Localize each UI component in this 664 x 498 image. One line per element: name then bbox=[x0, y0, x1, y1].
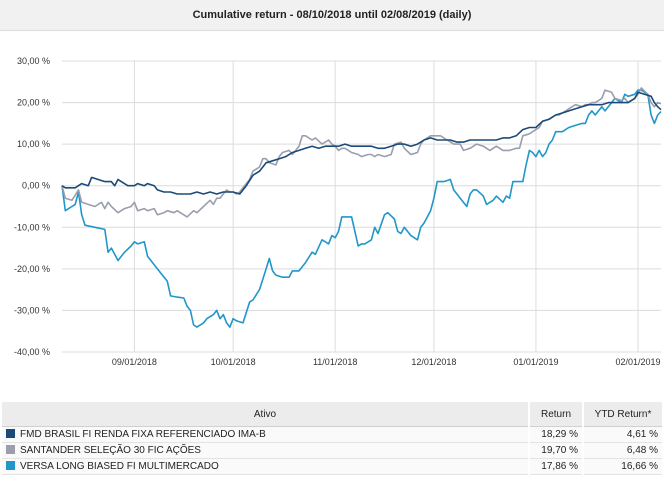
asset-name: FMD BRASIL FI RENDA FIXA REFERENCIADO IM… bbox=[20, 429, 266, 440]
y-tick-label: -40,00 % bbox=[14, 347, 50, 357]
table-row: VERSA LONG BIASED FI MULTIMERCADO 17,86 … bbox=[2, 458, 662, 475]
asset-return: 19,70 % bbox=[528, 442, 583, 459]
asset-ytd-return: 6,48 % bbox=[582, 442, 662, 459]
y-tick-label: -20,00 % bbox=[14, 264, 50, 274]
return-column-header[interactable]: Return bbox=[528, 402, 583, 427]
asset-ytd-return: 4,61 % bbox=[582, 426, 662, 443]
series-swatch bbox=[6, 429, 15, 438]
y-tick-label: 0,00 % bbox=[22, 181, 50, 191]
series-line-2 bbox=[61, 91, 662, 195]
table-row: FMD BRASIL FI RENDA FIXA REFERENCIADO IM… bbox=[2, 426, 662, 443]
x-tick-label: 10/01/2018 bbox=[211, 357, 256, 367]
x-tick-label: 12/01/2018 bbox=[411, 357, 456, 367]
cumulative-return-chart: 30,00 % 20,00 % 10,00 % 0,00 % -10,00 % -20,0… bbox=[14, 56, 662, 367]
x-tick-label: 02/01/2019 bbox=[615, 357, 660, 367]
y-tick-label: 10,00 % bbox=[17, 139, 50, 149]
y-tick-label: -10,00 % bbox=[14, 222, 50, 232]
x-tick-label: 09/01/2018 bbox=[112, 357, 157, 367]
asset-ytd-return: 16,66 % bbox=[582, 458, 662, 475]
x-tick-label: 01/01/2019 bbox=[513, 357, 558, 367]
x-tick-label: 11/01/2018 bbox=[313, 357, 357, 367]
asset-name: SANTANDER SELEÇÃO 30 FIC AÇÕES bbox=[20, 445, 201, 456]
series-swatch bbox=[6, 461, 15, 470]
series-swatch bbox=[6, 445, 15, 454]
asset-return: 17,86 % bbox=[528, 458, 583, 475]
y-tick-label: 30,00 % bbox=[17, 56, 50, 66]
ytd-return-column-header[interactable]: YTD Return* bbox=[582, 402, 662, 427]
table-row: SANTANDER SELEÇÃO 30 FIC AÇÕES 19,70 % 6… bbox=[2, 442, 662, 459]
series-line-1 bbox=[61, 87, 662, 218]
asset-return: 18,29 % bbox=[528, 426, 583, 443]
y-tick-label: -30,00 % bbox=[14, 305, 50, 315]
summary-header-row: Ativo Return YTD Return* bbox=[2, 402, 662, 427]
asset-column-header[interactable]: Ativo bbox=[2, 402, 529, 427]
chart-title: Cumulative return - 08/10/2018 until 02/… bbox=[0, 0, 664, 31]
summary-table: Ativo Return YTD Return* FMD BRASIL FI R… bbox=[2, 402, 662, 475]
asset-name: VERSA LONG BIASED FI MULTIMERCADO bbox=[20, 461, 219, 472]
y-tick-label: 20,00 % bbox=[17, 98, 50, 108]
series-line-0 bbox=[61, 89, 662, 328]
